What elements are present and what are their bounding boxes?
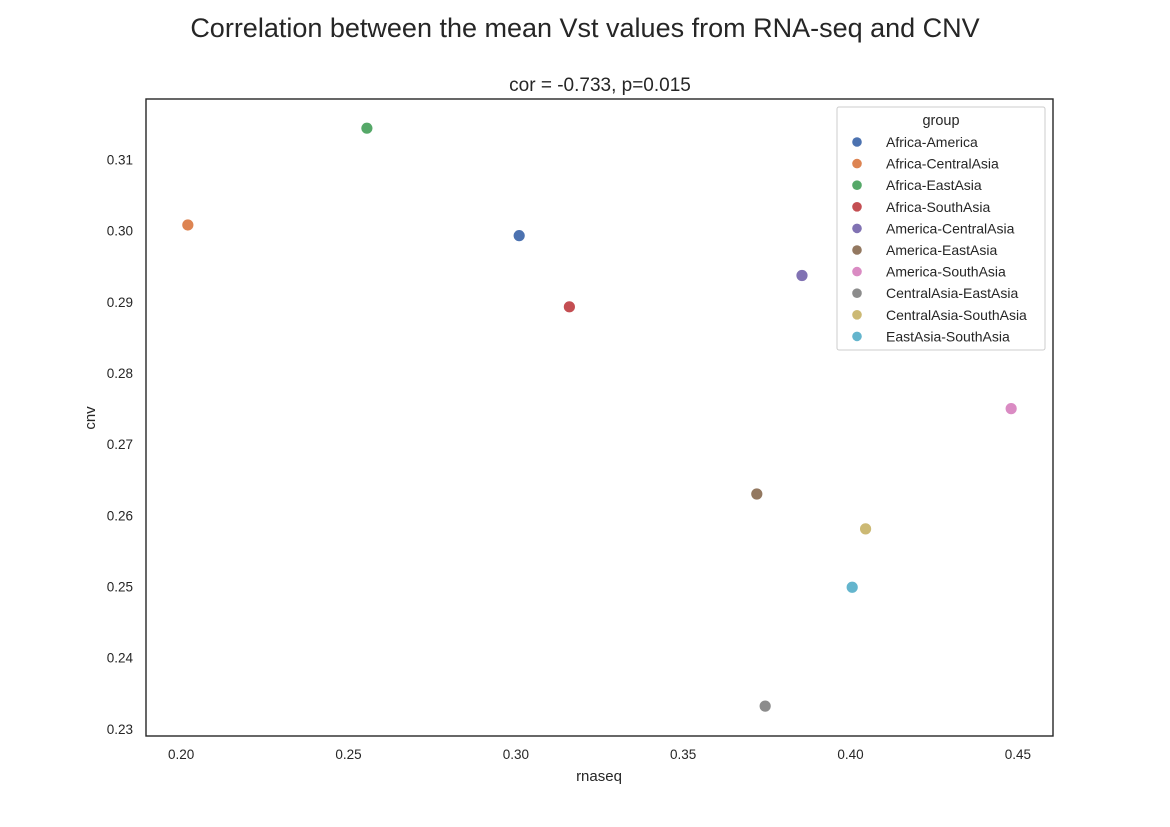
legend-items: Africa-America Africa-CentralAsia Africa-E… (852, 134, 1027, 344)
data-point (512, 229, 526, 243)
data-points (181, 121, 1018, 713)
x-tick-label: 0.45 (1005, 747, 1031, 762)
y-tick-label: 0.29 (107, 295, 133, 310)
data-point (845, 580, 859, 594)
legend-marker (852, 137, 862, 147)
legend-label: Africa-America (886, 134, 978, 150)
legend-box (836, 106, 1046, 351)
data-point (562, 300, 576, 314)
y-axis-ticks: 0.23 0.24 0.25 0.26 0.27 0.28 0.29 0.30 0.31 (107, 152, 134, 736)
x-tick-label: 0.25 (335, 747, 361, 762)
legend-marker (852, 288, 862, 299)
y-tick-label: 0.28 (107, 366, 133, 381)
legend-label: Africa-CentralAsia (886, 156, 999, 172)
legend-label: CentralAsia-SouthAsia (886, 307, 1027, 323)
legend-marker (852, 266, 862, 277)
data-point (795, 269, 809, 282)
legend-label: Africa-SouthAsia (886, 199, 990, 215)
legend-marker (852, 245, 862, 255)
legend-marker (852, 202, 862, 212)
legend-label: Africa-EastAsia (886, 177, 982, 193)
data-point (859, 522, 872, 536)
legend-marker (852, 158, 862, 169)
x-tick-label: 0.35 (670, 747, 696, 762)
chart-suptitle: Correlation between the mean Vst values … (190, 13, 979, 43)
x-axis-label: rnaseq (576, 768, 622, 785)
data-point (181, 218, 195, 232)
y-tick-label: 0.27 (107, 437, 133, 452)
legend-marker (852, 331, 862, 342)
y-tick-label: 0.24 (107, 651, 134, 666)
data-point (1004, 402, 1018, 416)
legend-title: group (922, 113, 959, 129)
y-tick-label: 0.25 (107, 580, 133, 595)
data-point (360, 121, 374, 135)
data-point (758, 699, 772, 713)
x-tick-label: 0.40 (837, 747, 863, 762)
legend-label: America-SouthAsia (886, 264, 1006, 280)
y-tick-label: 0.26 (107, 508, 133, 523)
legend-label: CentralAsia-EastAsia (886, 285, 1018, 301)
legend-label: America-EastAsia (886, 242, 997, 258)
legend-marker (852, 310, 862, 320)
legend-label: EastAsia-SouthAsia (886, 328, 1010, 344)
y-axis-label: cnv (82, 406, 99, 430)
legend: group Africa-AmericaAfrica-CentralAsiaAf… (836, 106, 1046, 351)
y-tick-label: 0.23 (107, 722, 133, 737)
chart-title: cor = -0.733, p=0.015 (509, 75, 691, 96)
x-tick-label: 0.30 (503, 747, 529, 762)
legend-label: America-CentralAsia (886, 220, 1015, 236)
x-tick-label: 0.20 (168, 747, 194, 762)
data-point (750, 487, 764, 501)
legend-marker (852, 180, 862, 190)
y-tick-label: 0.31 (107, 152, 133, 167)
legend-marker (852, 223, 862, 234)
y-tick-label: 0.30 (107, 224, 133, 239)
x-axis-ticks: 0.20 0.25 0.30 0.35 0.40 0.45 (168, 747, 1031, 762)
